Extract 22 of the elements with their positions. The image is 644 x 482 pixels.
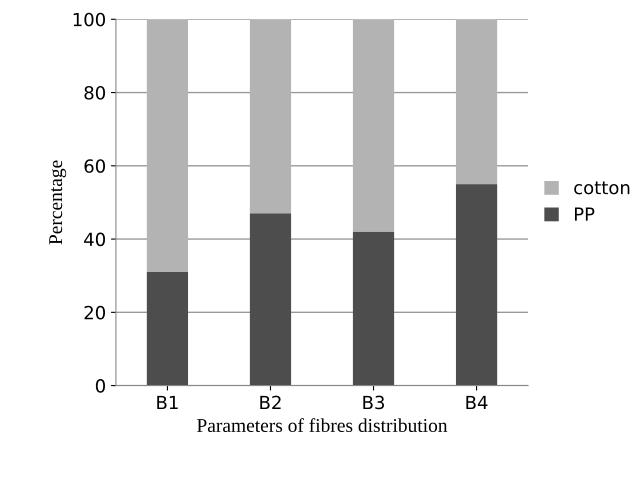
bar	[456, 19, 498, 184]
y-tick-label: 60	[84, 159, 105, 173]
x-axis-title: Parameters of fibres distribution	[197, 418, 448, 432]
bar	[146, 19, 188, 272]
legend-label: cotton	[574, 181, 630, 194]
bar	[250, 19, 292, 214]
y-tick-label: 0	[96, 379, 105, 393]
y-tick-label: 40	[84, 232, 105, 246]
bar	[456, 184, 498, 386]
y-tick-label: 100	[74, 12, 105, 26]
legend-label: PP	[574, 208, 594, 221]
x-tick-label: B3	[363, 396, 384, 410]
y-tick-label: 20	[84, 306, 105, 320]
y-axis-title: Percentage	[49, 160, 66, 245]
bar	[352, 19, 394, 232]
bar	[250, 213, 292, 386]
x-tick-label: B1	[157, 396, 178, 410]
y-tick-label: 80	[84, 86, 105, 100]
bar	[352, 232, 394, 386]
x-tick-label: B2	[260, 396, 281, 410]
bar	[146, 272, 188, 386]
x-tick-label: B4	[466, 396, 488, 410]
